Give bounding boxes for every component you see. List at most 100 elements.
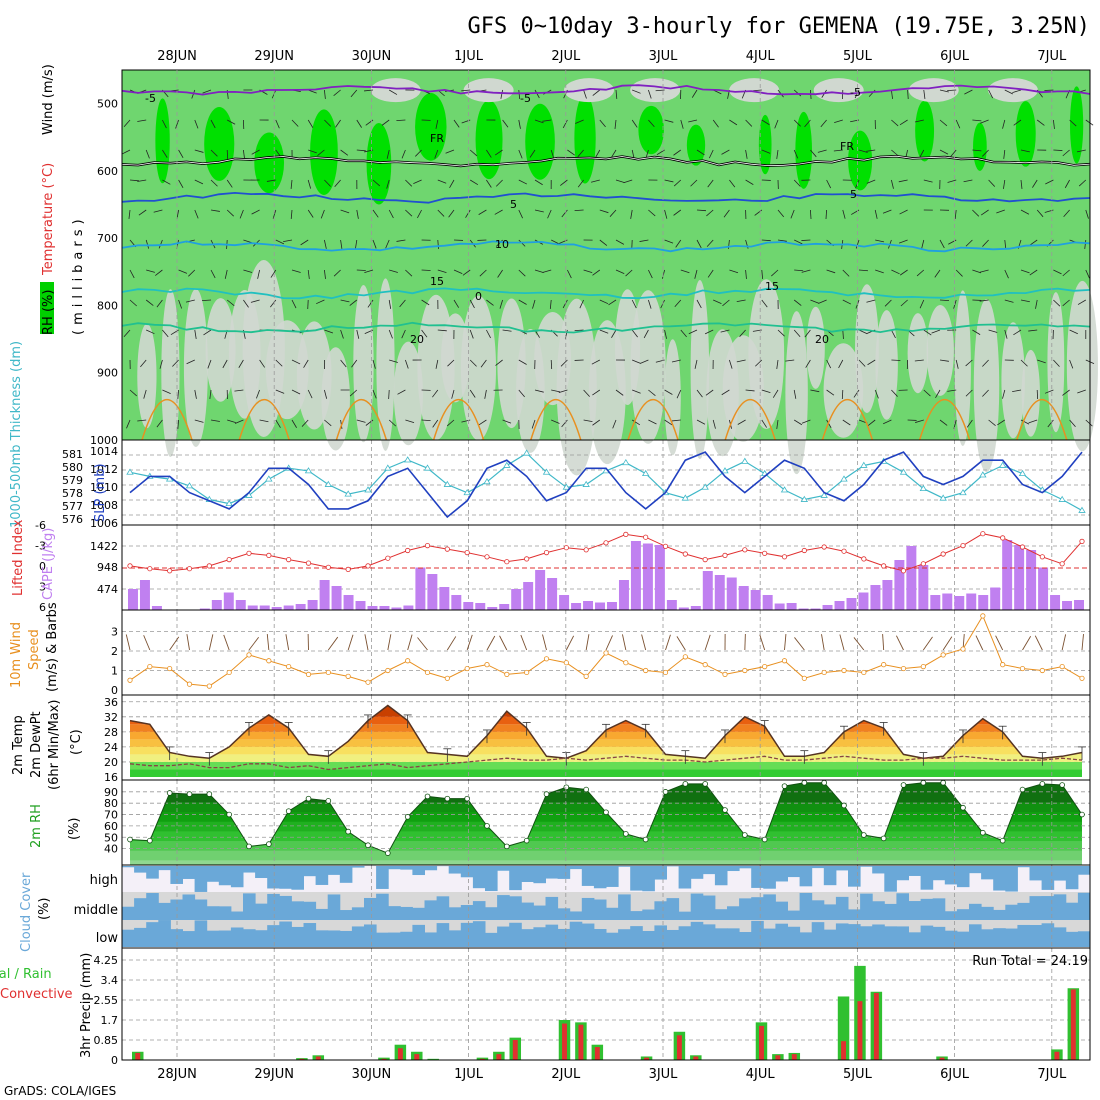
cloud-low-bar <box>509 922 522 947</box>
cloud-level-label: middle <box>74 903 118 918</box>
cloud-mid-bar <box>509 896 522 920</box>
wind-barb <box>1002 119 1006 129</box>
wind-barb <box>399 299 406 308</box>
wind-barb <box>1085 419 1093 427</box>
wind-barb <box>145 149 150 159</box>
y-tick-label: 800 <box>97 299 118 312</box>
upper-air-panel: -5 -5 -5 FR FR 5 5 10 15 15 20 20 0 500 600 700 800 900 10… <box>90 69 1098 476</box>
cloud-mid-bar <box>993 909 1006 920</box>
wind-barb <box>162 329 169 338</box>
cloud-mid-bar <box>618 894 631 920</box>
cloud-low-bar <box>327 930 341 947</box>
wind-barb <box>1003 149 1006 159</box>
wind-barb <box>407 634 413 651</box>
wind-barb <box>194 119 199 129</box>
cloud-low-bar <box>606 932 619 947</box>
wind-barb <box>891 119 899 127</box>
cloud-low-bar <box>545 924 559 947</box>
wind-barb <box>954 209 957 219</box>
lifted-index-point <box>563 545 569 551</box>
thickness-tick-label: 578 <box>62 487 83 500</box>
wind-barb <box>1002 389 1006 399</box>
wind-speed-point <box>1019 665 1026 672</box>
lifted-index-point <box>325 564 331 570</box>
wind-barb <box>696 419 706 425</box>
rh-point <box>325 798 332 804</box>
rh-dry-region <box>907 313 929 394</box>
wind-barb <box>210 269 216 279</box>
cloud-mid-bar <box>230 911 244 920</box>
cape-bar <box>475 603 486 610</box>
wind-barb <box>883 419 892 425</box>
wind-barb <box>558 389 568 393</box>
cloud-high-bar <box>194 866 208 892</box>
wind-barb <box>721 149 730 155</box>
cloud-high-bar <box>944 866 958 885</box>
cape-bar <box>942 593 953 610</box>
wind-barb <box>496 239 503 247</box>
wind-barb <box>777 329 785 337</box>
wind-barb <box>1029 269 1038 276</box>
cloud-mid-bar <box>267 893 280 920</box>
contour-label: -5 <box>145 92 156 105</box>
wind-barb <box>882 634 885 651</box>
li-tick-label: 6 <box>39 601 46 614</box>
wind-barb <box>324 419 332 427</box>
wind-speed-point <box>424 669 431 676</box>
wind-speed-point <box>464 665 470 672</box>
cloud-high-bar <box>714 866 728 886</box>
wind-barb <box>401 329 406 339</box>
lifted-index-point <box>742 547 748 553</box>
cloud-mid-bar <box>351 907 365 920</box>
wind-barb <box>1085 119 1094 126</box>
wind-barb <box>784 634 787 651</box>
lifted-index-point <box>266 552 272 559</box>
rh-point <box>1079 811 1085 818</box>
precip-conv-bar <box>578 1024 584 1060</box>
rh-point <box>285 808 292 814</box>
wind-barb <box>761 239 771 242</box>
wind-barb <box>776 419 779 429</box>
thickness-point <box>701 483 709 490</box>
wind-barb <box>178 149 184 158</box>
bottom-date-label: 28JUN <box>157 1067 197 1082</box>
wind-barb <box>574 209 584 211</box>
wind-speed-point <box>226 669 232 676</box>
wind-barb <box>793 329 801 338</box>
rh-ylabels: 2m RH (%) <box>29 804 82 848</box>
wind-barb <box>648 119 655 128</box>
wind-barb <box>752 89 762 92</box>
rh-moist-region <box>574 93 596 184</box>
wind-barb <box>381 119 390 126</box>
wind-barb <box>401 149 406 159</box>
lifted-index-point <box>1019 544 1026 550</box>
wind-barb <box>966 419 973 428</box>
cloud-low-bar <box>702 924 716 947</box>
thickness-point <box>463 488 471 496</box>
wind-barb <box>899 239 908 244</box>
cloud-low-bar <box>376 932 389 947</box>
wind-barb <box>776 359 779 369</box>
wind-barb <box>432 389 439 398</box>
cape-bar <box>199 608 210 610</box>
wind-barb <box>947 89 957 91</box>
lifted-index-point <box>444 546 450 552</box>
wind-barb <box>794 637 805 651</box>
wind-barb <box>810 389 820 393</box>
cloud-high-bar <box>654 866 667 880</box>
cloud-mid-bar <box>823 904 837 920</box>
wind-barb <box>185 299 195 303</box>
rh-dry-region <box>875 310 898 420</box>
wind-barb <box>334 179 341 188</box>
warm-contour <box>530 398 582 441</box>
wind-barb <box>291 119 299 127</box>
wind-barb <box>1044 89 1054 91</box>
wind-barb <box>518 299 527 305</box>
wind-speed-point <box>127 677 133 683</box>
warm-contour <box>724 398 776 441</box>
top-date-label: 30JUN <box>352 49 392 64</box>
wind-barb <box>664 119 674 123</box>
credit: GrADS: COLA/IGES <box>4 1084 116 1098</box>
cloud-mid-bar <box>981 906 994 920</box>
cloud-high-bar <box>569 866 583 870</box>
